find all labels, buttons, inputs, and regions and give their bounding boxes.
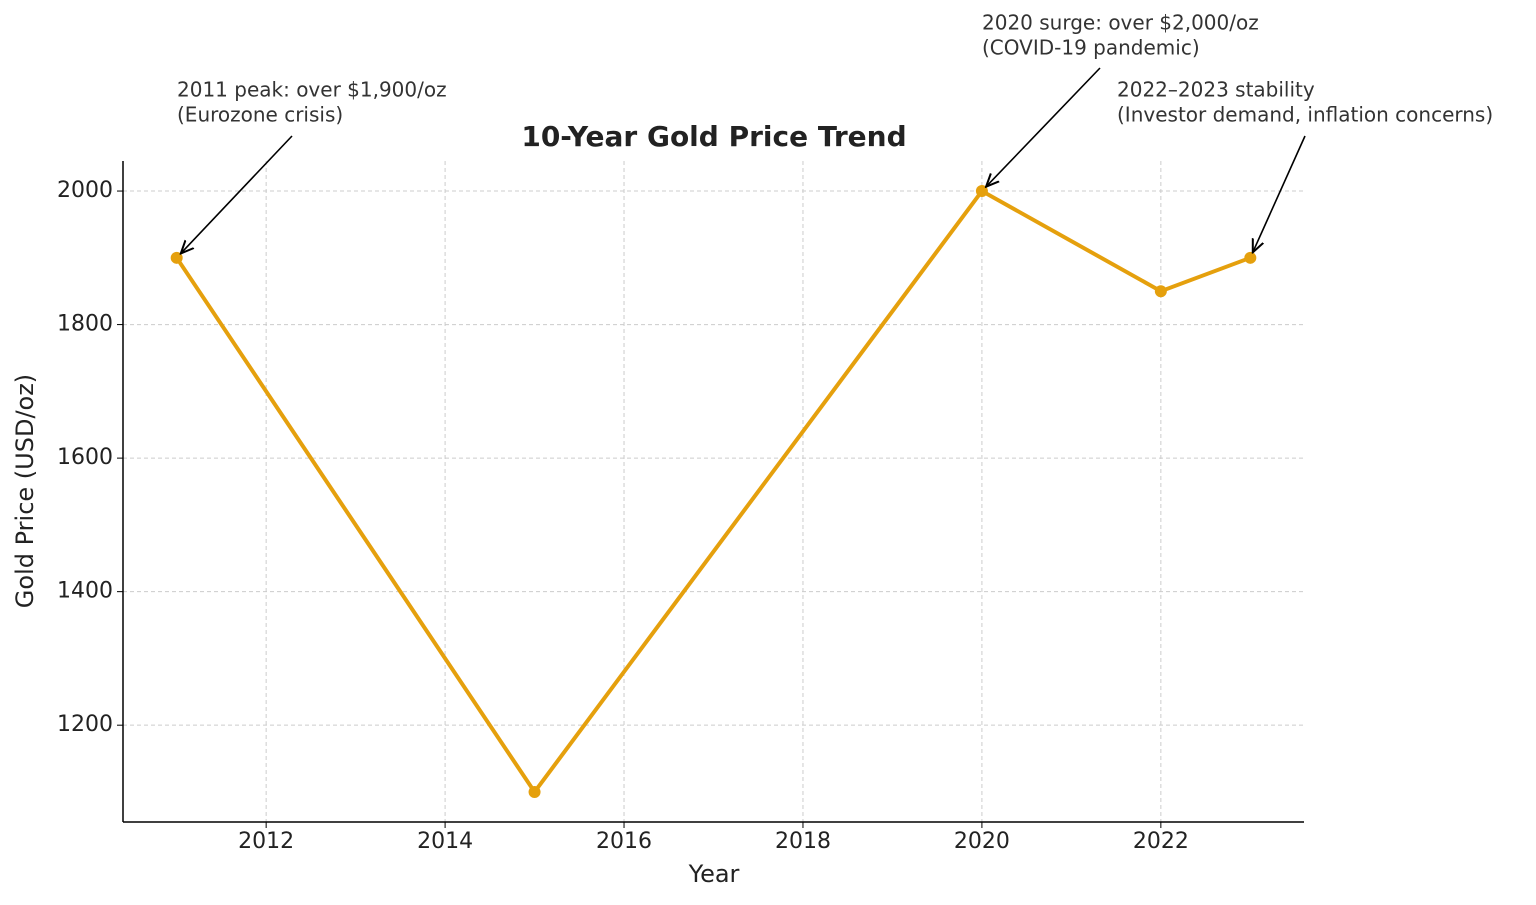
point <box>1244 251 1257 264</box>
x-axis-label: Year <box>688 860 740 888</box>
annotation: (Investor demand, inflation concerns) <box>1117 103 1493 127</box>
y-tick-label: 1800 <box>57 312 113 337</box>
point <box>1154 285 1167 298</box>
y-tick-label: 1600 <box>57 445 113 470</box>
annotation-arrow <box>1253 135 1306 252</box>
x-tick-label: 2018 <box>775 829 831 854</box>
point <box>528 785 541 798</box>
y-tick-label: 1200 <box>57 712 113 737</box>
x-tick-label: 2016 <box>596 829 652 854</box>
point <box>170 251 183 264</box>
annotation: 2011 peak: over $1,900/oz <box>177 78 447 102</box>
x-tick-label: 2020 <box>954 829 1010 854</box>
x-tick-label: 2014 <box>417 829 473 854</box>
y-tick-label: 2000 <box>57 178 113 203</box>
point <box>975 185 988 198</box>
annotation-arrow <box>986 67 1101 187</box>
x-tick-label: 2022 <box>1133 829 1189 854</box>
annotation: 2022–2023 stability <box>1117 78 1315 102</box>
y-tick-label: 1400 <box>57 579 113 604</box>
annotation: (COVID-19 pandemic) <box>982 36 1200 60</box>
line <box>175 188 1252 796</box>
annotation: (Eurozone crisis) <box>177 103 343 127</box>
y-axis-label: Gold Price (USD/oz) <box>11 374 39 608</box>
annotation-arrow <box>181 135 293 253</box>
annotation: 2020 surge: over $2,000/oz <box>982 11 1259 35</box>
chart-title: 10-Year Gold Price Trend <box>521 120 906 153</box>
x-tick-label: 2012 <box>238 829 294 854</box>
